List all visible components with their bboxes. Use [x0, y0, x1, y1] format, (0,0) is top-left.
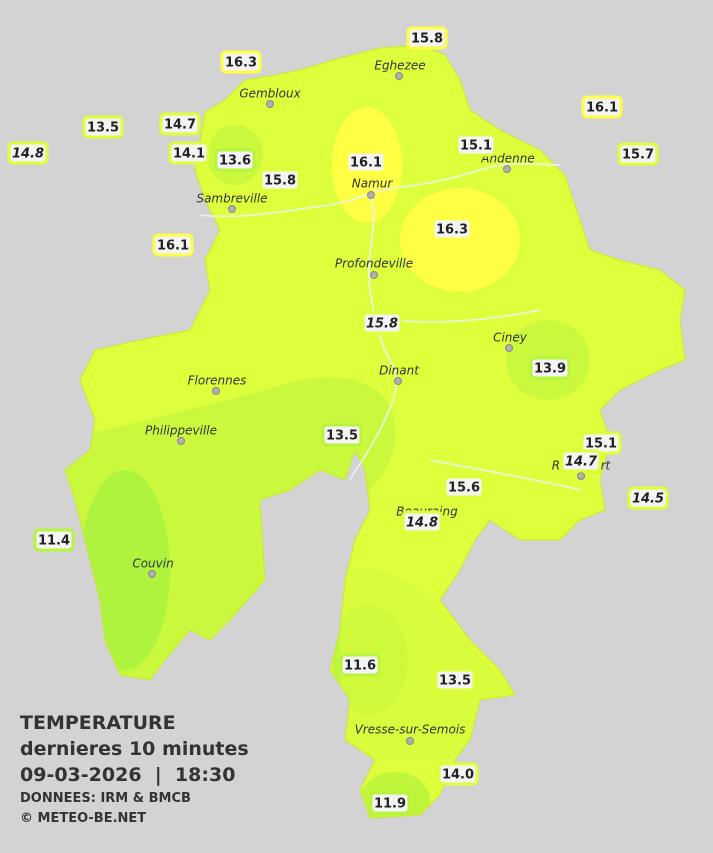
rivers [199, 162, 581, 491]
station-box [560, 449, 602, 473]
city-name: Sambreville [196, 192, 267, 206]
station-temperature: 14.1 [173, 147, 205, 162]
station-temperature: 14.7 [164, 118, 196, 133]
station-box [339, 653, 381, 677]
station-temperature: 14.7 [565, 455, 598, 470]
station-box [529, 356, 571, 380]
caption-title: TEMPERATURE [20, 712, 176, 734]
city-name: Couvin [132, 557, 173, 571]
station-temperature: 13.5 [326, 429, 358, 444]
station-temperature: 15.8 [264, 174, 296, 189]
station-box [33, 528, 75, 552]
city-dot [394, 377, 402, 385]
city-dot [228, 205, 236, 213]
station-temperature: 13.5 [87, 121, 119, 136]
station-box [220, 50, 262, 74]
city-dot [503, 165, 511, 173]
station-box [369, 791, 411, 815]
station-temperature: 15.1 [460, 139, 492, 154]
city-name: Dinant [379, 364, 420, 378]
city-dot [406, 737, 414, 745]
station-box [455, 133, 497, 157]
station-temperature: 15.8 [411, 32, 443, 47]
station-box [321, 423, 363, 447]
station-temperature: 11.6 [344, 659, 376, 674]
city-name: Philippeville [145, 424, 217, 438]
station-box [361, 311, 403, 335]
station-box [214, 148, 256, 172]
station-temperature: 16.1 [350, 156, 382, 171]
station-temperature: 16.3 [225, 56, 257, 71]
station-temperature: 13.6 [219, 154, 251, 169]
station-box [152, 233, 194, 257]
station-box [617, 142, 659, 166]
station-temperature: 16.3 [436, 223, 468, 238]
city-dot [577, 472, 585, 480]
caption-datetime: 09-03-2026 | 18:30 [20, 764, 236, 786]
station-box [431, 217, 473, 241]
station-temperature: 16.1 [157, 239, 189, 254]
station-temperature: 13.9 [534, 362, 566, 377]
city-dot [148, 570, 156, 578]
station-box [82, 115, 124, 139]
station-temperature: 13.5 [439, 674, 471, 689]
city-name: Gembloux [239, 87, 301, 101]
station-temperature: 15.6 [448, 481, 480, 496]
station-temperature: 15.8 [366, 317, 398, 332]
caption-copyright: © METEO-BE.NET [20, 811, 147, 826]
station-box [581, 95, 623, 119]
city-dot [370, 271, 378, 279]
station-box [437, 762, 479, 786]
city-name: Ciney [493, 331, 528, 345]
city-dot [177, 437, 185, 445]
station-box [443, 475, 485, 499]
station-box [7, 141, 49, 165]
city-dot [367, 191, 375, 199]
station-box [168, 141, 210, 165]
station-temperature: 15.1 [585, 437, 617, 452]
station-box [627, 486, 669, 510]
station-temperature: 14.8 [406, 516, 438, 531]
station-temperature: 16.1 [586, 101, 618, 116]
station-box [159, 112, 201, 136]
station-temperature: 14.0 [442, 768, 474, 783]
station-temperature: 11.4 [38, 534, 70, 549]
station-temperature: 14.5 [632, 492, 664, 507]
station-box [401, 510, 443, 534]
station-box [406, 26, 448, 50]
station-temperature: 11.9 [374, 797, 406, 812]
city-dot [212, 387, 220, 395]
city-dot [266, 100, 274, 108]
station-box [345, 150, 387, 174]
city-dot [395, 72, 403, 80]
caption-source: DONNEES: IRM & BMCB [20, 791, 191, 806]
station-box [434, 668, 476, 692]
city-name: Vresse-sur-Semois [355, 723, 466, 737]
station-box [259, 168, 301, 192]
caption-subtitle: dernieres 10 minutes [20, 738, 249, 760]
city-dot [505, 344, 513, 352]
station-temperature: 15.7 [622, 148, 654, 163]
city-name: Florennes [188, 374, 247, 388]
city-name: Eghezee [374, 59, 425, 73]
city-name: Namur [352, 177, 394, 191]
station-temperature: 14.8 [12, 147, 44, 162]
city-name: Profondeville [335, 257, 413, 271]
